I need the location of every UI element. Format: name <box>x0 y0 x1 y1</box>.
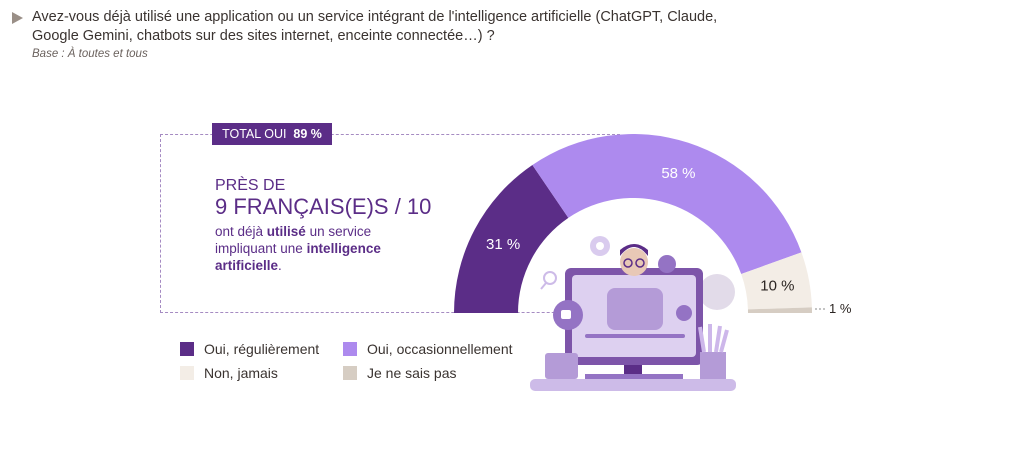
desc-bold2: intelligence artificielle <box>215 241 381 273</box>
legend-item-regulierement: Oui, régulièrement <box>180 341 319 357</box>
slice-label-0: 31 % <box>486 236 520 253</box>
desc-bold1: utilisé <box>266 224 306 239</box>
question-text: Avez-vous déjà utilisé une application o… <box>32 9 718 44</box>
slice-label-1: 58 % <box>661 165 695 182</box>
legend-swatch <box>180 342 194 356</box>
base-note: Base : À toutes et tous <box>32 48 148 60</box>
headline-line1: PRÈS DE <box>215 177 286 194</box>
legend-swatch <box>343 342 357 356</box>
legend-label: Oui, régulièrement <box>204 341 320 357</box>
headline-line2: 9 FRANÇAIS(E)S / 10 <box>215 194 432 219</box>
callout-box <box>160 134 620 313</box>
triangle-bullet-icon <box>12 12 23 24</box>
legend-swatch <box>343 366 357 380</box>
slice-label-3: 1 % <box>829 301 852 316</box>
legend-item-ne-sais-pas: Je ne sais pas <box>343 365 457 381</box>
legend-item-jamais: Non, jamais <box>180 365 278 381</box>
slice-3 <box>747 307 812 313</box>
legend-label: Non, jamais <box>204 365 278 381</box>
slice-0 <box>454 164 569 313</box>
total-value: 89 % <box>293 127 322 141</box>
callout-description: ont déjà utilisé un service impliquant u… <box>215 223 415 274</box>
total-label: TOTAL OUI <box>222 127 287 141</box>
slice-2 <box>741 252 812 310</box>
desc-end: . <box>278 258 282 273</box>
desc-mid: un service impliquant une <box>215 224 372 256</box>
legend-label: Je ne sais pas <box>367 365 457 381</box>
slice-1 <box>532 134 802 275</box>
legend-swatch <box>180 366 194 380</box>
legend-item-occasionnellement: Oui, occasionnellement <box>343 341 513 357</box>
desc-pre: ont déjà <box>215 224 267 239</box>
person-on-monitor-illustration <box>530 236 736 391</box>
total-badge: TOTAL OUI 89 % <box>212 123 332 145</box>
slice-label-2: 10 % <box>760 277 794 294</box>
legend-label: Oui, occasionnellement <box>367 341 513 357</box>
